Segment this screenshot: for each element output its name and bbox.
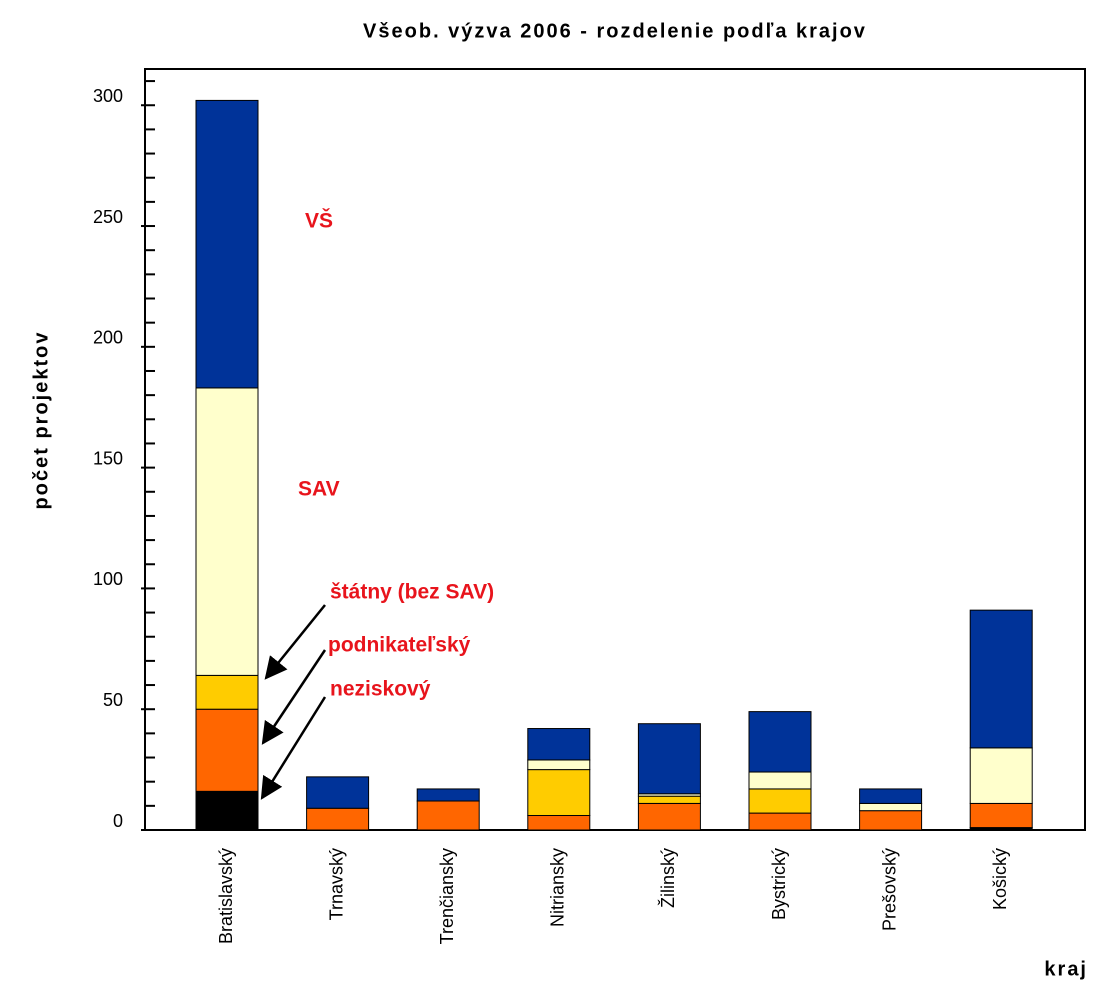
y-tick-label: 200 [93,328,123,348]
x-tick-label: Nitriansky [548,848,568,927]
bar-segment [969,747,1033,804]
arrow [264,604,326,680]
series-label: SAV [298,478,340,501]
y-tick-label: 0 [113,811,123,831]
bar-segment [969,802,1033,829]
bar-segment [748,771,812,790]
bar-segment [416,788,480,802]
bar-segment [416,800,480,831]
bar-segment [637,723,701,795]
bar-segment [306,776,370,809]
series-label: VŠ [305,209,333,233]
y-tick-label: 150 [93,448,123,468]
bar-segment [527,815,591,831]
plot-frame [144,68,1086,831]
chart-title: Všeob. výzva 2006 - rozdelenie podľa kra… [363,20,867,42]
x-tick-label: Bystrický [769,848,789,920]
bar-segment [859,788,923,804]
y-axis-title: počet projektov [30,331,52,510]
bar-segment [748,711,812,773]
series-label: neziskový [330,678,431,701]
bar-segment [195,387,259,676]
x-tick-label: Prešovský [879,848,899,931]
bar-segment [748,788,812,814]
x-tick-label: Žilinský [658,848,678,908]
bar-segment [969,609,1033,749]
bar-segment [527,728,591,761]
y-tick-label: 100 [93,569,123,589]
bar-segment [637,795,701,804]
bar-segment [527,769,591,817]
bar-segment [527,759,591,771]
bar-segment [748,812,812,831]
bar-segment [195,674,259,710]
x-tick-label: Trenčiansky [437,848,457,944]
bar-segment [195,790,259,831]
x-tick-label: Trnavský [326,848,346,920]
bar-segment [637,802,701,831]
x-axis-title: kraj [1044,958,1088,980]
bar-segment [195,99,259,389]
y-tick-label: 50 [103,690,123,710]
arrow [260,696,327,800]
arrow [261,649,327,745]
bar-segment [306,807,370,831]
y-tick-label: 300 [93,86,123,106]
y-tick-label: 250 [93,207,123,227]
bar-segment [859,810,923,831]
bar-segment [859,802,923,812]
series-label: štátny (bez SAV) [330,581,494,604]
bar-segment [195,708,259,792]
series-label: podnikateľský [328,634,471,657]
x-tick-label: Košický [990,848,1010,910]
x-tick-label: Bratislavský [216,848,236,944]
